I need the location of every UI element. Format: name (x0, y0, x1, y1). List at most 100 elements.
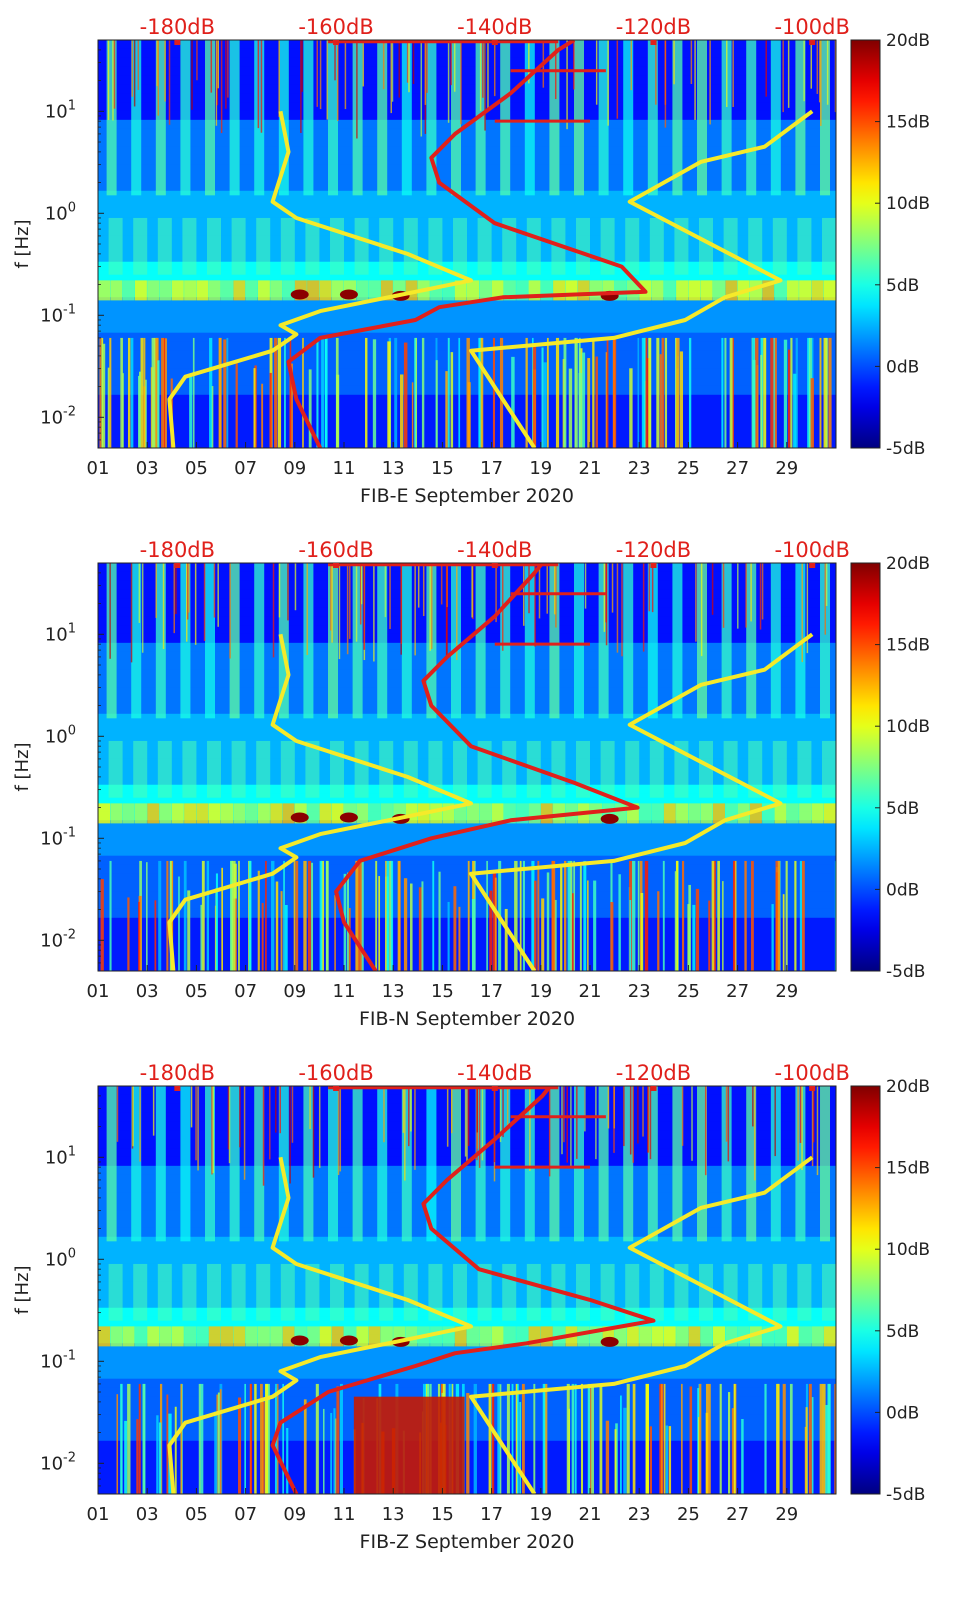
top-axis-tick (333, 40, 340, 45)
x-tick-label: 11 (333, 458, 356, 479)
y-axis-label: f [Hz] (12, 219, 33, 268)
x-axis-label: FIB-Z September 2020 (360, 1531, 575, 1553)
top-axis-label: -100dB (774, 1061, 849, 1085)
x-tick-label: 21 (579, 458, 602, 479)
noise-model-low-curve (469, 1155, 814, 1494)
top-axis-label: -100dB (774, 538, 849, 562)
x-tick-label: 21 (579, 981, 602, 1002)
x-tick-label: 13 (382, 981, 405, 1002)
top-axis-label: -120dB (616, 1061, 691, 1085)
x-tick-label: 19 (529, 458, 552, 479)
x-tick-label: 15 (431, 458, 454, 479)
x-tick-label: 03 (136, 1504, 159, 1525)
colorbar-label: 0dB (886, 1403, 919, 1423)
colorbar: 20dB 15dB 10dB 5dB 0dB -5dB (850, 31, 930, 459)
y-tick-label: 100 (45, 723, 76, 747)
median-psd-curve (286, 40, 648, 448)
colorbar-label: 20dB (886, 1077, 930, 1097)
x-tick-label: 01 (87, 1504, 110, 1525)
noise-model-low-curve (469, 632, 814, 971)
panel-3: 10-2 10-1 100 101 f [Hz] 01 03 05 07 09 11 13 15 17 19… (12, 1061, 930, 1553)
x-tick-label: 19 (529, 1504, 552, 1525)
noise-model-high-curve (167, 110, 473, 448)
top-axis-tick (491, 563, 498, 568)
x-tick-label: 13 (382, 1504, 405, 1525)
psd-spikes (328, 563, 606, 646)
top-axis-label: -180dB (140, 15, 215, 39)
x-tick-label: 17 (480, 1504, 503, 1525)
noise-model-high-curve (167, 1156, 473, 1494)
spectrogram (98, 1086, 836, 1494)
top-axis-tick (174, 1086, 181, 1091)
x-tick-label: 27 (726, 458, 749, 479)
top-axis-label: -160dB (298, 1061, 373, 1085)
median-psd-curve (334, 563, 640, 971)
x-tick-label: 03 (136, 981, 159, 1002)
colorbar-label: 15dB (886, 636, 930, 656)
x-tick-label: 09 (283, 981, 306, 1002)
top-axis-tick (650, 563, 657, 568)
x-tick-label: 05 (185, 981, 208, 1002)
top-axis-label: -100dB (774, 15, 849, 39)
x-tick-label: 23 (628, 1504, 651, 1525)
top-axis-tick (174, 563, 181, 568)
top-axis-tick (333, 1086, 340, 1091)
top-axis-tick (809, 1086, 816, 1091)
colorbar-label: -5dB (886, 439, 925, 459)
x-tick-label: 17 (480, 458, 503, 479)
x-tick-label: 21 (579, 1504, 602, 1525)
x-tick-label: 09 (283, 458, 306, 479)
colorbar-label: 10dB (886, 194, 930, 214)
x-tick-label: 01 (87, 981, 110, 1002)
x-tick-label: 27 (726, 1504, 749, 1525)
top-axis-tick (809, 40, 816, 45)
x-axis-label: FIB-N September 2020 (359, 1008, 575, 1030)
psd-spikes (328, 40, 606, 123)
y-tick-label: 100 (45, 200, 76, 224)
x-tick-label: 29 (775, 458, 798, 479)
y-tick-label: 101 (45, 98, 76, 122)
y-tick-label: 10-1 (40, 302, 76, 326)
y-axis-label: f [Hz] (12, 1265, 33, 1314)
top-axis-label: -140dB (457, 15, 532, 39)
colorbar-label: 0dB (886, 357, 919, 377)
top-axis-tick (650, 40, 657, 45)
y-axis-label: f [Hz] (12, 742, 33, 791)
x-tick-label: 29 (775, 1504, 798, 1525)
colorbar-label: 15dB (886, 1159, 930, 1179)
top-axis-tick (650, 1086, 657, 1091)
x-tick-label: 19 (529, 981, 552, 1002)
y-tick-label: 101 (45, 621, 76, 645)
top-axis-label: -120dB (616, 538, 691, 562)
noise-model-low-curve (469, 109, 814, 448)
x-tick-label: 25 (677, 458, 700, 479)
x-tick-label: 13 (382, 458, 405, 479)
x-tick-label: 25 (677, 981, 700, 1002)
x-tick-label: 07 (234, 1504, 257, 1525)
x-tick-label: 25 (677, 1504, 700, 1525)
x-tick-label: 05 (185, 458, 208, 479)
top-axis-tick (491, 1086, 498, 1091)
top-axis-label: -160dB (298, 538, 373, 562)
x-tick-label: 11 (333, 981, 356, 1002)
colorbar-label: 10dB (886, 717, 930, 737)
median-psd-curve (270, 1086, 656, 1494)
y-tick-label: 100 (45, 1246, 76, 1270)
x-tick-label: 23 (628, 981, 651, 1002)
x-tick-label: 07 (234, 458, 257, 479)
colorbar-label: 20dB (886, 554, 930, 574)
colorbar: 20dB 15dB 10dB 5dB 0dB -5dB (850, 1077, 930, 1505)
x-tick-label: 09 (283, 1504, 306, 1525)
top-axis-label: -160dB (298, 15, 373, 39)
colorbar-label: -5dB (886, 962, 925, 982)
x-tick-label: 01 (87, 458, 110, 479)
y-tick-label: 10-1 (40, 825, 76, 849)
panel-1: 10-2 10-1 100 101 f [Hz] 01 03 05 07 09 11 13 15 17 19… (12, 15, 930, 507)
spectrogram (98, 40, 836, 448)
colorbar-label: 10dB (886, 1240, 930, 1260)
colorbar-label: 0dB (886, 880, 919, 900)
y-tick-label: 10-2 (40, 1450, 76, 1474)
y-tick-label: 10-2 (40, 404, 76, 428)
y-tick-label: 10-1 (40, 1348, 76, 1372)
